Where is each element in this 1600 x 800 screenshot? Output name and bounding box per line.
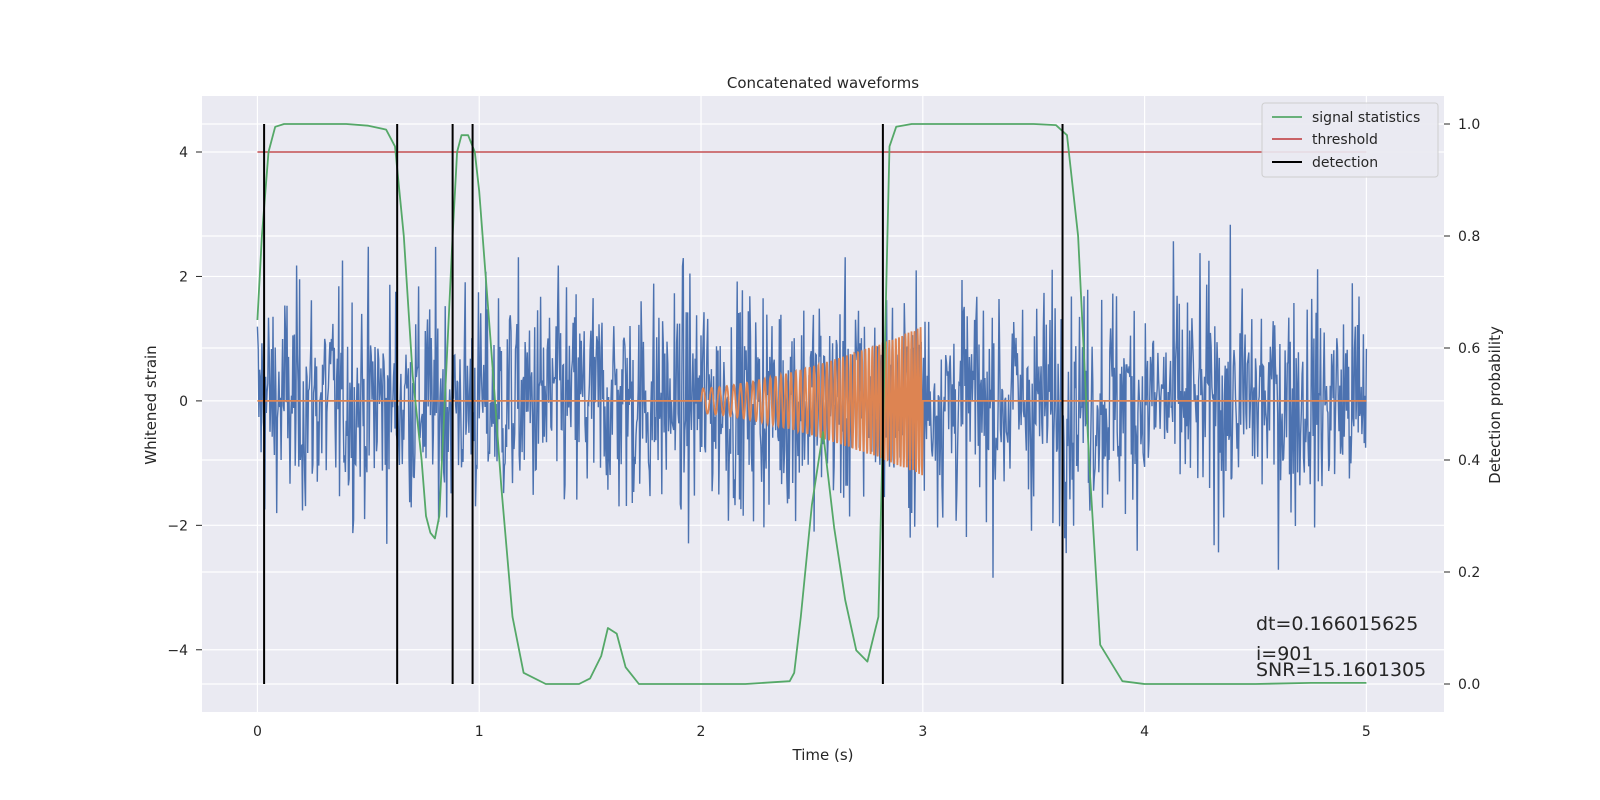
legend-box [1261, 102, 1439, 178]
y-left-tick-label-4: 4 [179, 145, 188, 161]
legend: signal statistics threshold detection [1261, 102, 1439, 178]
annotation-snr: SNR=15.1601305 [1256, 659, 1426, 681]
y-left-tick-label-1: −2 [167, 518, 188, 534]
y-right-tick-label-0: 0.0 [1458, 677, 1480, 693]
x-tick-label-1: 1 [475, 724, 484, 740]
x-tick-label-3: 3 [918, 724, 927, 740]
data-layer [256, 123, 1368, 685]
strain-noise-series [256, 224, 1368, 578]
ticks-layer: 0 1 2 3 4 5 −4 −2 0 2 4 0.0 0.2 0.4 0.6 0.8 1.0 [167, 117, 1480, 740]
annotation-dt: dt=0.166015625 [1256, 613, 1418, 635]
y-right-tick-label-3: 0.6 [1458, 341, 1480, 357]
legend-label-detection: detection [1312, 155, 1378, 171]
x-tick-label-2: 2 [697, 724, 706, 740]
x-tick-label-0: 0 [253, 724, 262, 740]
y-right-tick-label-1: 0.2 [1458, 565, 1480, 581]
y-left-tick-label-2: 0 [179, 394, 188, 410]
y-axis-right-title: Detection probability [1486, 326, 1504, 484]
x-axis-title: Time (s) [792, 746, 854, 764]
y-left-tick-label-3: 2 [179, 269, 188, 285]
x-tick-label-4: 4 [1140, 724, 1149, 740]
chart-title: Concatenated waveforms [727, 74, 919, 92]
y-right-tick-label-4: 0.8 [1458, 229, 1480, 245]
annotation-i: i=901 [1256, 643, 1313, 665]
y-left-tick-label-0: −4 [167, 643, 188, 659]
legend-label-signal-statistics: signal statistics [1312, 110, 1420, 126]
template-chirp-series [257, 327, 1367, 476]
legend-label-threshold: threshold [1312, 132, 1378, 148]
y-right-tick-label-5: 1.0 [1458, 117, 1480, 133]
signal-statistics-series [256, 123, 1367, 685]
y-axis-left-title: Whitened strain [142, 345, 160, 464]
y-right-tick-label-2: 0.4 [1458, 453, 1480, 469]
x-tick-label-5: 5 [1362, 724, 1371, 740]
